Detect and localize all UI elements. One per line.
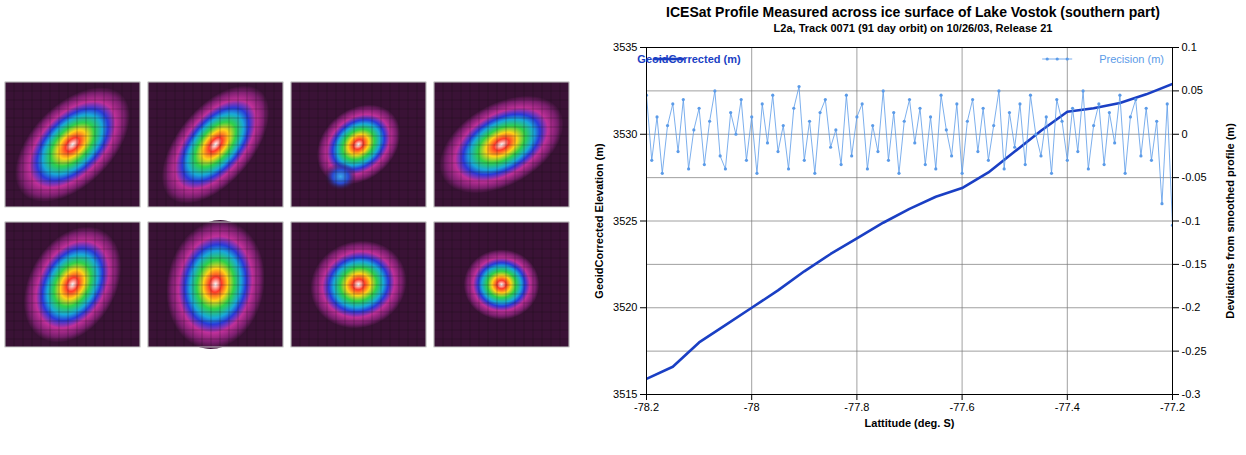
svg-text:-0.2: -0.2	[1182, 301, 1201, 313]
svg-text:-77.4: -77.4	[1055, 401, 1080, 413]
html-text:ICESat Profile Measured across: ICESat Profile Measured across ice surfa…	[666, 4, 1160, 20]
svg-text:Lattitude (deg. S): Lattitude (deg. S)	[865, 417, 955, 429]
svg-text:3515: 3515	[613, 388, 637, 400]
svg-text:-0.3: -0.3	[1182, 388, 1201, 400]
svg-text:-77.2: -77.2	[1160, 401, 1185, 413]
svg-text:3535: 3535	[613, 41, 637, 53]
svg-text:3520: 3520	[613, 301, 637, 313]
svg-text:-78.2: -78.2	[634, 401, 659, 413]
svg-text:Deviations from smoothed profi: Deviations from smoothed profile (m)	[1224, 123, 1236, 319]
svg-text:Precision (m): Precision (m)	[1099, 53, 1164, 65]
svg-text:-0.05: -0.05	[1182, 171, 1207, 183]
svg-text:GeoidCorrected (m): GeoidCorrected (m)	[637, 53, 741, 65]
svg-text:0: 0	[1182, 128, 1188, 140]
svg-text:-78: -78	[744, 401, 760, 413]
html-text:L2a, Track 0071 (91 day orbit): L2a, Track 0071 (91 day orbit) on 10/26/…	[773, 22, 1053, 34]
svg-text:-0.1: -0.1	[1182, 215, 1201, 227]
svg-text:GeoidCorrected Elevation (m): GeoidCorrected Elevation (m)	[593, 143, 605, 299]
svg-text:0.05: 0.05	[1182, 84, 1203, 96]
svg-text:-0.25: -0.25	[1182, 345, 1207, 357]
svg-text:-77.6: -77.6	[950, 401, 975, 413]
svg-text:3525: 3525	[613, 215, 637, 227]
svg-text:-77.8: -77.8	[844, 401, 869, 413]
svg-text:0.1: 0.1	[1182, 41, 1197, 53]
svg-text:3530: 3530	[613, 128, 637, 140]
svg-text:-0.15: -0.15	[1182, 258, 1207, 270]
